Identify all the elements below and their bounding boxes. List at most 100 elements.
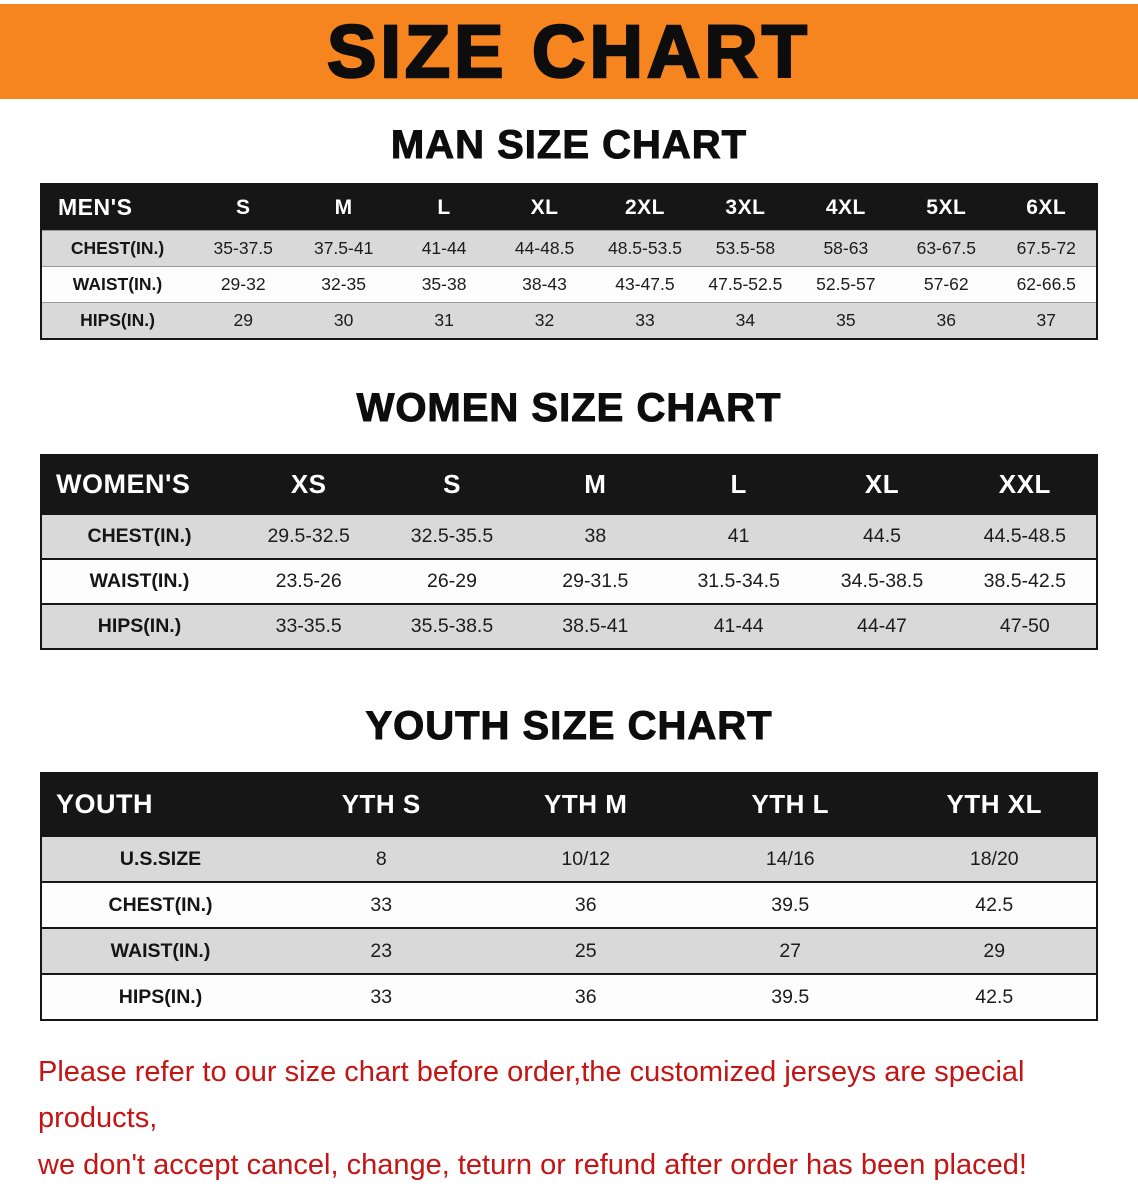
value-cell: 57-62 [923, 274, 969, 294]
table-row: WAIST(IN.) 23.5-26 26-29 29-31.5 31.5-34.5 34… [41, 559, 1097, 604]
size-column-header: 4XL [825, 195, 866, 219]
value-cell: 29-31.5 [562, 570, 629, 592]
value-cell: 34.5-38.5 [840, 570, 924, 592]
table-row: WAIST(IN.) 23 25 27 29 [41, 928, 1097, 974]
value-cell: 43-47.5 [615, 274, 675, 294]
size-column-header: 2XL [624, 195, 665, 219]
value-cell: 33 [635, 310, 655, 330]
footer-line-1: Please refer to our size chart before or… [38, 1056, 1025, 1135]
table-row: CHEST(IN.) 29.5-32.5 32.5-35.5 38 41 44.5 44.5… [41, 514, 1097, 559]
table-title-cell: YOUTH [56, 789, 153, 819]
value-cell: 23.5-26 [275, 570, 342, 592]
value-cell: 48.5-53.5 [607, 238, 682, 258]
size-table: MEN'S S M L XL 2XL 3XL 4XL 5XL 6XL CHEST(IN.) 35-37… [40, 183, 1098, 340]
value-cell: 42.5 [975, 985, 1014, 1008]
table-title-cell: MEN'S [58, 194, 133, 220]
table-row: HIPS(IN.) 29 30 31 32 33 34 35 36 37 [41, 302, 1097, 339]
table-header-row: MEN'S S M L XL 2XL 3XL 4XL 5XL 6XL [41, 184, 1097, 231]
value-cell: 29.5-32.5 [267, 525, 350, 547]
value-cell: 32-35 [321, 274, 367, 294]
value-cell: 34 [735, 310, 756, 330]
value-cell: 39.5 [771, 893, 810, 916]
banner: SIZE CHART [0, 4, 1138, 99]
table-row: WAIST(IN.) 29-32 32-35 35-38 38-43 43-47.5 47.… [41, 266, 1097, 303]
value-cell: 29 [233, 310, 253, 330]
value-cell: 39.5 [771, 985, 810, 1008]
value-cell: 44.5-48.5 [983, 525, 1067, 547]
value-cell: 29 [983, 939, 1006, 962]
footer-disclaimer: Please refer to our size chart before or… [0, 1049, 1138, 1188]
table-header-row: WOMEN'S XS S M L XL XXL [41, 455, 1097, 514]
footer-line-2: we don't accept cancel, change, teturn o… [38, 1148, 1027, 1181]
women-size-chart-heading: WOMEN SIZE CHART [356, 386, 782, 431]
value-cell: 52.5-57 [816, 274, 876, 294]
size-column-header: XS [290, 469, 327, 499]
value-cell: 37 [1036, 310, 1056, 330]
row-label-cell: U.S.SIZE [119, 847, 202, 870]
value-cell: 62-66.5 [1016, 274, 1076, 294]
value-cell: 26-29 [427, 570, 477, 592]
value-cell: 42.5 [975, 893, 1014, 916]
size-column-header: S [443, 469, 461, 499]
value-cell: 18/20 [969, 847, 1019, 870]
row-label-cell: WAIST(IN.) [110, 939, 211, 962]
row-label-cell: CHEST(IN.) [87, 525, 192, 547]
value-cell: 44.5 [863, 525, 901, 547]
value-cell: 33 [370, 985, 393, 1008]
value-cell: 31 [434, 310, 454, 330]
size-column-header: XL [530, 195, 559, 219]
value-cell: 47.5-52.5 [708, 274, 783, 294]
value-cell: 63-67.5 [916, 238, 976, 258]
value-cell: 32 [534, 310, 555, 330]
size-chart-page: SIZE CHART MAN SIZE CHART MEN'S S M L XL 2XL 3… [0, 4, 1138, 1181]
row-label-cell: CHEST(IN.) [108, 893, 213, 916]
value-cell: 44-47 [857, 615, 907, 637]
table-row: HIPS(IN.) 33 36 39.5 42.5 [41, 974, 1097, 1020]
size-column-header: L [437, 195, 451, 219]
value-cell: 33-35.5 [275, 615, 342, 637]
value-cell: 35-37.5 [213, 238, 273, 258]
value-cell: 35-38 [421, 274, 467, 294]
value-cell: 33 [370, 893, 393, 916]
value-cell: 36 [574, 985, 597, 1008]
value-cell: 58-63 [823, 238, 869, 258]
size-column-header: 3XL [725, 195, 766, 219]
row-label-cell: HIPS(IN.) [97, 615, 182, 637]
value-cell: 27 [779, 939, 802, 962]
row-label-cell: WAIST(IN.) [72, 274, 163, 294]
mens-size-table: MEN'S S M L XL 2XL 3XL 4XL 5XL 6XL CHEST(IN.) 35-37… [40, 183, 1098, 340]
table-row: HIPS(IN.) 33-35.5 35.5-38.5 38.5-41 41-44 44-… [41, 604, 1097, 649]
youth-size-chart-heading: YOUTH SIZE CHART [365, 704, 773, 749]
value-cell: 38 [584, 525, 607, 547]
value-cell: 35 [836, 310, 856, 330]
womens-size-table: WOMEN'S XS S M L XL XXL CHEST(IN.) 29.5-32.5 32.5… [40, 454, 1098, 650]
value-cell: 35.5-38.5 [410, 615, 494, 637]
value-cell: 31.5-34.5 [697, 570, 780, 592]
man-size-chart-heading: MAN SIZE CHART [390, 123, 748, 168]
size-table: WOMEN'S XS S M L XL XXL CHEST(IN.) 29.5-32.5 32.5… [40, 454, 1098, 650]
table-header-row: YOUTH YTH S YTH M YTH L YTH XL [41, 773, 1097, 836]
value-cell: 8 [375, 847, 387, 870]
value-cell: 25 [574, 939, 597, 962]
size-column-header: XXL [998, 469, 1051, 499]
table-row: CHEST(IN.) 35-37.5 37.5-41 41-44 44-48.5 48.5… [41, 230, 1097, 267]
value-cell: 32.5-35.5 [410, 525, 494, 547]
row-label-cell: WAIST(IN.) [89, 570, 190, 592]
value-cell: 38.5-41 [562, 615, 629, 637]
value-cell: 36 [936, 310, 957, 330]
value-cell: 29-32 [220, 274, 266, 294]
size-table: YOUTH YTH S YTH M YTH L YTH XL U.S.SIZE 8 10/12… [40, 772, 1098, 1021]
value-cell: 37.5-41 [313, 238, 374, 258]
size-column-header: XL [864, 469, 900, 499]
value-cell: 47-50 [999, 615, 1050, 637]
table-row: U.S.SIZE 8 10/12 14/16 18/20 [41, 836, 1097, 882]
size-column-header: YTH L [751, 789, 830, 819]
row-label-cell: CHEST(IN.) [70, 238, 165, 258]
value-cell: 23 [370, 939, 393, 962]
row-label-cell: HIPS(IN.) [118, 985, 203, 1008]
size-column-header: 5XL [926, 195, 967, 219]
size-column-header: 6XL [1026, 195, 1067, 219]
value-cell: 30 [333, 310, 354, 330]
value-cell: 41-44 [421, 238, 467, 258]
size-column-header: M [584, 469, 607, 499]
